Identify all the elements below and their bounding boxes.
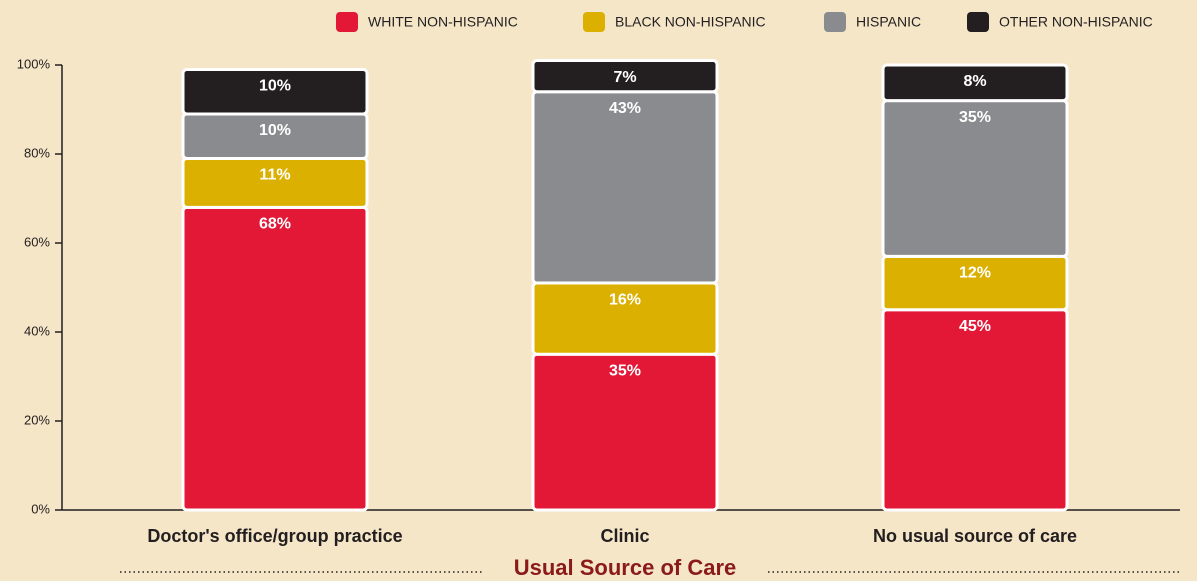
value-label: 35% [609,362,641,379]
legend-swatch [583,12,605,32]
y-tick-label: 80% [24,145,50,160]
bar-segment [181,67,369,116]
value-label: 10% [259,122,291,139]
value-label: 7% [613,69,636,86]
legend-label: HISPANIC [856,14,921,30]
y-tick-label: 60% [24,234,50,249]
value-label: 43% [609,100,641,117]
value-label: 11% [259,167,290,184]
value-label: 8% [963,73,986,90]
x-tick-label: Clinic [600,526,649,546]
y-tick-label: 20% [24,412,50,427]
x-tick-label: No usual source of care [873,526,1077,546]
y-tick-label: 0% [31,501,50,516]
bar-segment [531,59,719,94]
legend-swatch [824,12,846,32]
value-label: 12% [959,265,991,282]
legend-swatch [336,12,358,32]
legend-label: OTHER NON-HISPANIC [999,14,1153,30]
legend-label: BLACK NON-HISPANIC [615,14,766,30]
legend-swatch [967,12,989,32]
y-tick-label: 40% [24,323,50,338]
bar-segment [881,308,1069,512]
value-label: 10% [259,78,291,95]
bar-segment [881,63,1069,103]
value-label: 16% [609,291,641,308]
value-label: 45% [959,318,991,335]
value-label: 35% [959,109,991,126]
y-tick-label: 100% [17,56,51,71]
value-label: 68% [259,216,291,233]
bar-segment [531,90,719,285]
x-axis-title: Usual Source of Care [514,555,737,580]
x-tick-label: Doctor's office/group practice [147,526,402,546]
bar-segment [181,205,369,512]
legend-label: WHITE NON-HISPANIC [368,14,518,30]
